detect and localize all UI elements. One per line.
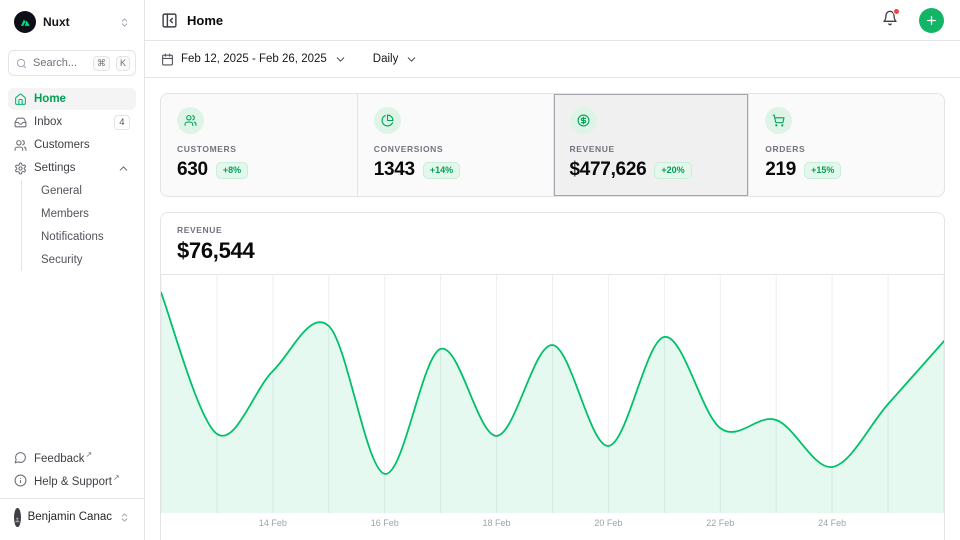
sidebar: Nuxt Search... ⌘ K Home <box>0 0 145 540</box>
search-input[interactable]: Search... ⌘ K <box>8 50 136 76</box>
stat-label: ORDERS <box>765 144 806 154</box>
calendar-icon <box>161 53 174 66</box>
kbd-k: K <box>115 55 130 71</box>
search-placeholder: Search... <box>33 57 78 69</box>
divider <box>0 498 144 499</box>
sidebar-item-security[interactable]: Security <box>41 254 83 266</box>
page-title: Home <box>187 12 224 28</box>
stat-card-revenue[interactable]: REVENUE $477,626 +20% <box>552 94 749 196</box>
stat-value: $477,626 <box>569 159 647 180</box>
sidebar-nav: Home Inbox 4 Customers Settings <box>8 88 136 271</box>
brand-name: Nuxt <box>43 15 70 29</box>
users-icon <box>14 139 27 152</box>
gear-icon <box>14 162 27 175</box>
kbd-cmd: ⌘ <box>92 55 110 71</box>
user-menu[interactable]: Benjamin Canac <box>8 500 136 534</box>
user-name: Benjamin Canac <box>27 511 112 523</box>
stat-delta-badge: +15% <box>804 161 842 179</box>
sidebar-item-general[interactable]: General <box>41 185 82 197</box>
chart-metric-label: REVENUE <box>177 225 223 235</box>
main-area: Home Feb 12, 2025 - Feb 26, 2025 <box>145 0 960 540</box>
external-link-icon: ↗ <box>85 449 93 459</box>
date-range-value: Feb 12, 2025 - Feb 26, 2025 <box>181 53 327 65</box>
revenue-chart-card: REVENUE $76,544 14 Feb 16 Feb 18 Feb 20 Feb… <box>160 212 945 540</box>
x-axis-tick: 14 Feb <box>258 518 287 528</box>
info-icon <box>14 474 27 487</box>
sidebar-footer: Feedback↗ Help & Support↗ Benjamin Canac <box>0 446 144 540</box>
sidebar-item-inbox[interactable]: Inbox 4 <box>8 111 136 133</box>
notifications-button[interactable] <box>882 7 900 31</box>
bell-icon <box>882 10 898 26</box>
stat-value: 630 <box>177 159 208 180</box>
granularity-select[interactable]: Daily <box>373 53 419 66</box>
chevron-up-icon <box>117 162 130 175</box>
collapse-sidebar-icon[interactable] <box>161 12 178 29</box>
cart-icon <box>765 107 793 134</box>
help-support-link[interactable]: Help & Support↗ <box>8 469 136 491</box>
x-axis-tick: 18 Feb <box>482 518 511 528</box>
plus-icon <box>925 14 938 27</box>
sidebar-item-label: Inbox <box>34 116 63 128</box>
chart-metric-value: $76,544 <box>177 238 255 263</box>
chevrons-up-down-icon <box>119 17 130 28</box>
stat-label: CUSTOMERS <box>177 144 237 154</box>
sidebar-item-label: Settings <box>34 162 76 174</box>
chart-header: REVENUE $76,544 <box>161 213 944 275</box>
home-icon <box>14 93 27 106</box>
pie-chart-icon <box>373 107 401 134</box>
date-range-picker[interactable]: Feb 12, 2025 - Feb 26, 2025 <box>161 53 347 66</box>
x-axis-tick: 20 Feb <box>594 518 623 528</box>
stat-card-orders[interactable]: ORDERS 219 +15% <box>748 94 944 196</box>
notification-dot <box>893 7 900 15</box>
stat-label: REVENUE <box>569 144 615 154</box>
help-support-label: Help & Support <box>34 475 112 488</box>
stats-row: CUSTOMERS 630 +8% CONVERSIONS 1343 +14% <box>160 93 945 197</box>
avatar <box>14 507 21 527</box>
stat-value: 1343 <box>373 159 415 180</box>
feedback-label: Feedback <box>34 452 85 465</box>
filters-toolbar: Feb 12, 2025 - Feb 26, 2025 Daily <box>145 41 960 78</box>
sidebar-item-notifications[interactable]: Notifications <box>41 231 104 243</box>
chevron-down-icon <box>334 53 347 66</box>
x-axis-tick: 22 Feb <box>706 518 735 528</box>
settings-submenu: General Members Notifications Security <box>21 180 136 271</box>
sidebar-item-settings[interactable]: Settings <box>8 157 136 179</box>
stat-delta-badge: +14% <box>422 161 461 179</box>
stat-delta-badge: +8% <box>215 161 249 179</box>
search-icon <box>16 58 27 69</box>
users-icon <box>177 107 204 134</box>
sidebar-item-label: Customers <box>34 139 90 151</box>
message-circle-icon <box>14 451 27 464</box>
stat-delta-badge: +20% <box>654 161 692 179</box>
x-axis-tick: 24 Feb <box>818 518 847 528</box>
revenue-area-chart[interactable]: 14 Feb 16 Feb 18 Feb 20 Feb 22 Feb 24 Feb <box>161 275 944 535</box>
stat-label: CONVERSIONS <box>373 144 444 154</box>
external-link-icon: ↗ <box>113 472 120 482</box>
workspace-switcher[interactable]: Nuxt <box>8 9 136 35</box>
inbox-count-badge: 4 <box>113 114 130 130</box>
sidebar-item-home[interactable]: Home <box>8 88 136 110</box>
top-header: Home <box>145 0 960 41</box>
sidebar-item-members[interactable]: Members <box>41 208 89 220</box>
chevron-down-icon <box>405 53 418 66</box>
chevrons-up-down-icon <box>119 512 130 523</box>
add-button[interactable] <box>919 7 944 33</box>
stat-value: 219 <box>765 159 797 180</box>
circle-dollar-icon <box>569 107 597 134</box>
feedback-link[interactable]: Feedback↗ <box>8 446 136 468</box>
inbox-icon <box>14 116 27 129</box>
x-axis-tick: 16 Feb <box>370 518 399 528</box>
sidebar-item-label: Home <box>34 93 66 105</box>
stat-card-customers[interactable]: CUSTOMERS 630 +8% <box>161 94 357 196</box>
dashboard-content: CUSTOMERS 630 +8% CONVERSIONS 1343 +14% <box>145 78 960 540</box>
granularity-value: Daily <box>372 53 399 65</box>
nuxt-logo-icon <box>14 11 36 33</box>
sidebar-item-customers[interactable]: Customers <box>8 134 136 156</box>
stat-card-conversions[interactable]: CONVERSIONS 1343 +14% <box>356 94 553 196</box>
x-axis-labels: 14 Feb 16 Feb 18 Feb 20 Feb 22 Feb 24 Feb <box>161 513 944 535</box>
